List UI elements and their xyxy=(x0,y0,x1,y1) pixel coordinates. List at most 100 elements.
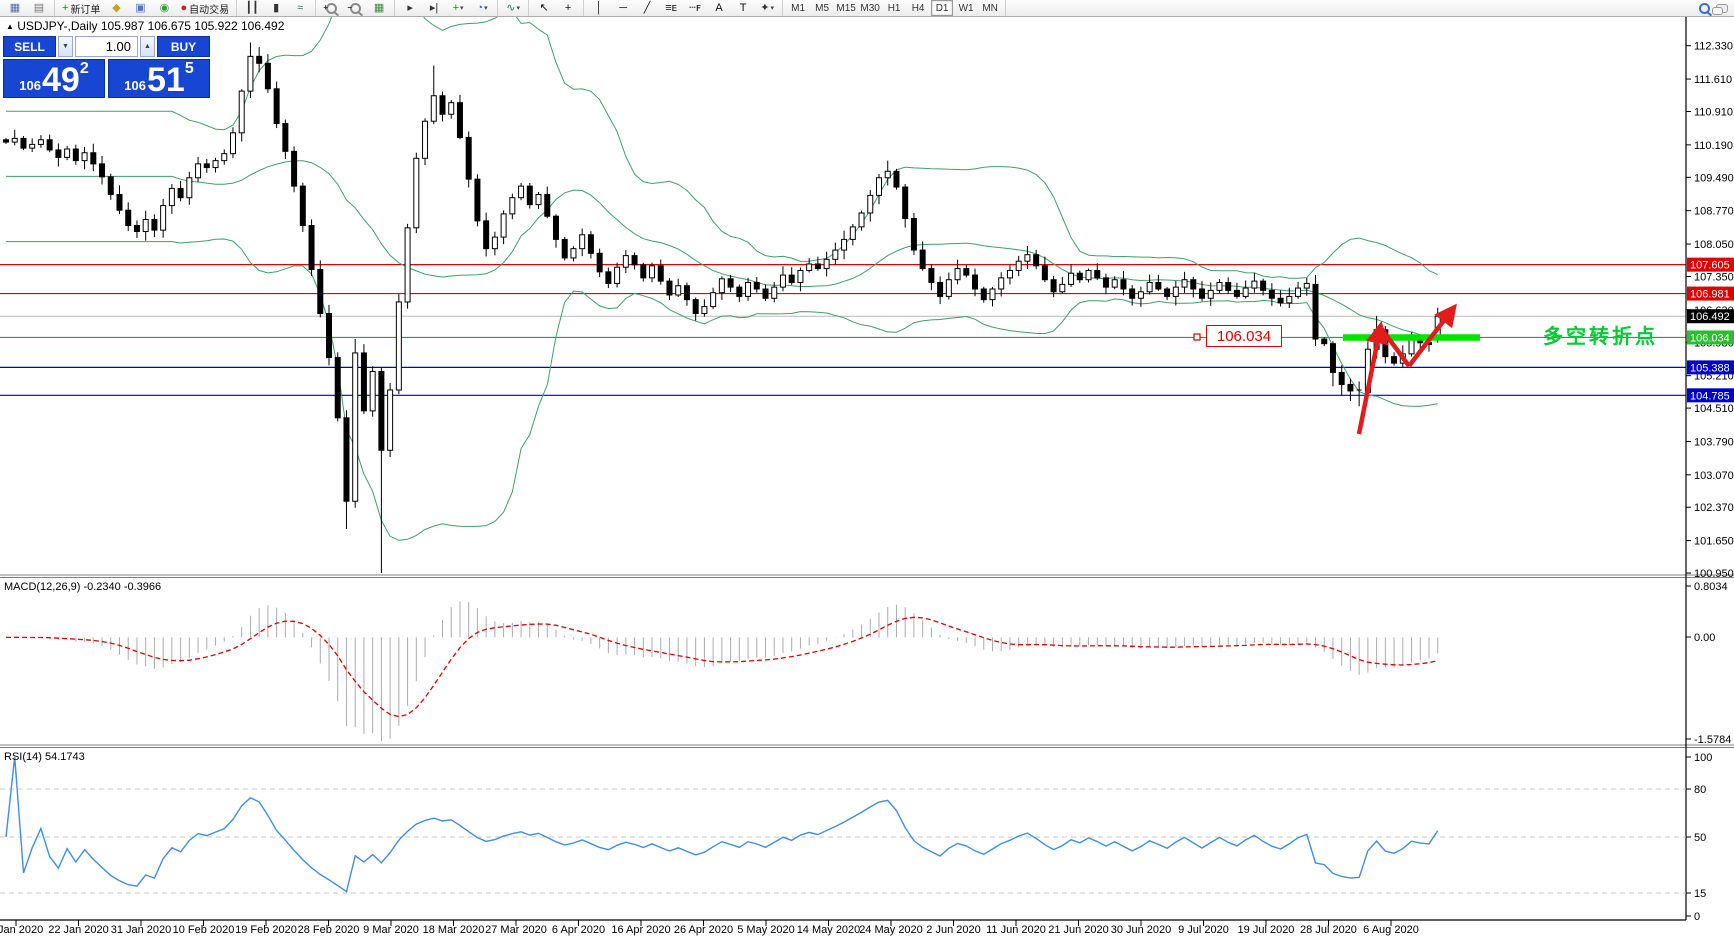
timeframe-h1[interactable]: H1 xyxy=(887,2,901,14)
tile-windows-icon[interactable]: ▦ xyxy=(373,2,385,14)
candle-bear xyxy=(1199,288,1206,299)
candle-bull xyxy=(509,197,516,215)
date-tick-label: 31 Jan 2020 xyxy=(111,924,172,936)
date-tick-label: 30 Jun 2020 xyxy=(1111,924,1172,936)
autotrading-button[interactable]: ● 自动交易 xyxy=(180,2,230,16)
buy-price-figure: 106 xyxy=(124,78,146,93)
candle-bear xyxy=(980,288,987,301)
candle-bear xyxy=(640,264,647,279)
price-tick-label: 103.070 xyxy=(1694,470,1734,482)
fibo-fan-icon[interactable]: ┄ꜰ xyxy=(689,2,702,14)
step-forward-icon[interactable]: ▸ xyxy=(407,2,413,14)
resistance-line-1-badge xyxy=(1687,257,1734,272)
candle-bear xyxy=(1268,289,1275,299)
turning-point-annotation[interactable]: 多空转折点 xyxy=(1543,326,1658,348)
shapes-icon[interactable]: ✦ ▾ xyxy=(760,2,774,14)
candle-bear xyxy=(343,417,350,502)
timeframe-h4[interactable]: H4 xyxy=(911,2,925,14)
price-tick-label: 109.490 xyxy=(1694,172,1734,184)
support-highlight-bar[interactable] xyxy=(1343,334,1480,341)
timeframe-m1[interactable]: M1 xyxy=(791,2,806,14)
candle-bear xyxy=(753,281,760,290)
timeframe-d1[interactable]: D1 xyxy=(931,0,954,16)
candle-bear xyxy=(631,255,638,266)
rsi-tick-label: 15 xyxy=(1694,888,1706,900)
date-tick-label: 9 Mar 2020 xyxy=(363,924,419,936)
price-tick-label: 103.790 xyxy=(1694,436,1734,448)
date-tick-label: 24 May 2020 xyxy=(859,924,923,936)
support-line-1-badge-text: 105.388 xyxy=(1690,362,1730,374)
signal-icon[interactable]: ◉ xyxy=(159,2,170,14)
volume-increase-button[interactable]: ▲ xyxy=(140,36,155,57)
candle-bear xyxy=(1094,269,1101,279)
candle-bear xyxy=(561,238,568,259)
buy-price-point: 5 xyxy=(184,60,194,77)
up-arrow-2[interactable] xyxy=(1407,303,1457,368)
zoom-out-icon[interactable]: − xyxy=(344,0,366,16)
macd-panel xyxy=(14,601,1439,741)
timeframe-m5[interactable]: M5 xyxy=(815,2,830,14)
vertical-line-icon[interactable]: │ xyxy=(595,2,603,14)
data-window-icon[interactable]: ▤ xyxy=(33,2,45,14)
candle-bull xyxy=(500,213,507,238)
candle-bull xyxy=(675,285,682,296)
search-icon[interactable] xyxy=(1699,2,1710,14)
timeframe-m30[interactable]: M30 xyxy=(860,2,880,14)
bar-chart-icon[interactable]: ┃┃ xyxy=(245,2,259,14)
candle-bull xyxy=(1172,286,1179,297)
candle-bear xyxy=(360,352,367,412)
text-label-icon[interactable]: T xyxy=(739,2,747,14)
indicator-list-icon[interactable]: ∿ ▾ xyxy=(506,2,520,14)
date-tick-label: 19 Jul 2020 xyxy=(1238,924,1295,936)
candle-bull xyxy=(64,148,71,158)
cursor-icon[interactable]: ↖ xyxy=(539,2,549,14)
candle-bear xyxy=(474,178,481,222)
sell-button[interactable]: SELL xyxy=(3,36,56,57)
candle-bear xyxy=(308,224,315,271)
candle-bull xyxy=(518,185,525,199)
trendline-icon[interactable]: ╱ xyxy=(643,2,651,14)
price-level-label[interactable]: 106.034 xyxy=(1206,325,1282,347)
zoom-in-icon[interactable]: + xyxy=(320,0,342,16)
buy-price-button[interactable]: 106 51 5 xyxy=(108,59,210,98)
horizontal-line-icon[interactable]: ─ xyxy=(619,2,627,14)
candle-bear xyxy=(72,148,79,162)
add-chart-button[interactable]: + ▾ xyxy=(452,2,464,14)
timeframe-mn[interactable]: MN xyxy=(982,2,998,14)
volume-input[interactable]: 1.00 xyxy=(75,36,138,57)
candle-bull xyxy=(395,301,402,391)
candlestick-chart-icon[interactable]: ▮ xyxy=(273,2,280,14)
chat-icon[interactable] xyxy=(1712,3,1728,15)
profile-icon[interactable]: ▣ xyxy=(135,2,146,14)
dropdown-caret-icon: ▾ xyxy=(484,5,488,12)
paint-bucket-icon[interactable]: ◆ xyxy=(112,2,121,14)
candle-bear xyxy=(596,252,603,273)
new-order-button[interactable]: + 新订单 xyxy=(62,2,101,16)
period-clock-icon[interactable]: ◔ ▾ xyxy=(476,2,488,14)
text-icon[interactable]: A xyxy=(715,2,723,14)
scroll-to-end-icon[interactable]: ▸| xyxy=(429,2,439,14)
volume-decrease-button[interactable]: ▼ xyxy=(58,36,73,57)
candle-bull xyxy=(413,157,420,229)
pullback-segment[interactable] xyxy=(1379,326,1411,368)
line-chart-icon[interactable]: ≈ xyxy=(297,2,304,14)
timeframe-w1[interactable]: W1 xyxy=(958,2,974,14)
candle-bull xyxy=(1295,287,1302,297)
candle-bear xyxy=(1391,356,1398,364)
timeframe-m15[interactable]: M15 xyxy=(836,2,856,14)
candle-bull xyxy=(579,234,586,250)
toolbar: ▦ ▤ + 新订单 ◆ ▣ ◉ ● 自动交易 ┃┃ ▮ ≈ + − ▦ ▸ ▸| + ▾ ◔ ▾ ∿ ▾ ↖ + │ ─ ╱ ≡ᴇ ┄ꜰ A… xyxy=(0,0,1734,17)
up-arrow-1[interactable] xyxy=(1356,321,1389,435)
charts-window-icon[interactable]: ▦ xyxy=(9,2,21,14)
sell-price-button[interactable]: 106 49 2 xyxy=(3,59,105,98)
candle-bear xyxy=(264,62,271,90)
buy-button[interactable]: BUY xyxy=(157,36,210,57)
crosshair-icon[interactable]: + xyxy=(564,2,572,14)
fibo-retracement-icon[interactable]: ≡ᴇ xyxy=(665,2,677,14)
candle-bear xyxy=(1329,343,1336,373)
chart-title: ▲ USDJPY-,Daily 105.987 106.675 105.922 … xyxy=(6,19,284,33)
dropdown-caret-icon: ▾ xyxy=(770,5,774,12)
candle-bull xyxy=(771,286,778,299)
